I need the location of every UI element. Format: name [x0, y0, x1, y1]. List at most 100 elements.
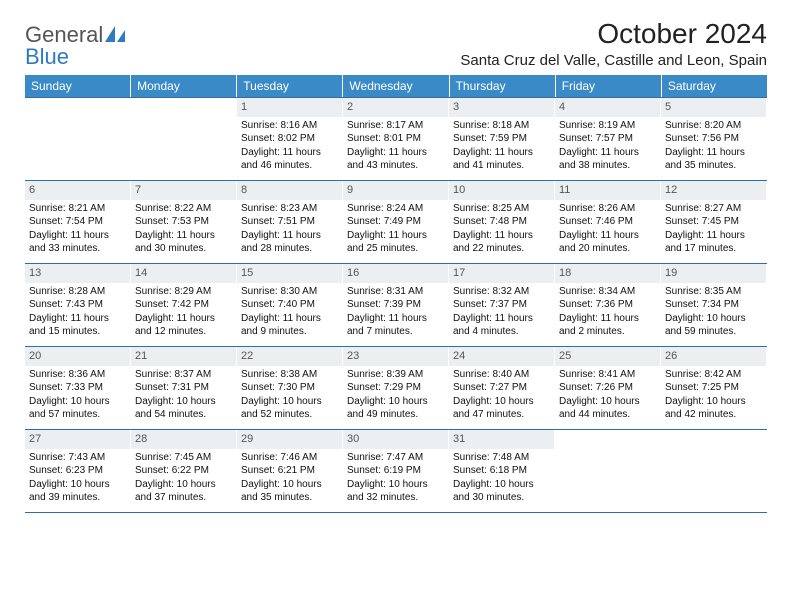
daylight-line: Daylight: 11 hours and 30 minutes. — [135, 229, 232, 256]
logo-line2: Blue — [25, 44, 69, 69]
day-number — [555, 430, 660, 449]
calendar-cell: 29Sunrise: 7:46 AMSunset: 6:21 PMDayligh… — [237, 430, 343, 512]
sunrise-line: Sunrise: 8:20 AM — [665, 119, 762, 133]
sunset-line: Sunset: 7:27 PM — [453, 381, 550, 395]
daylight-line: Daylight: 11 hours and 12 minutes. — [135, 312, 232, 339]
day-number: 3 — [449, 98, 554, 117]
day-details: Sunrise: 8:19 AMSunset: 7:57 PMDaylight:… — [555, 119, 660, 177]
daylight-line: Daylight: 10 hours and 42 minutes. — [665, 395, 762, 422]
sunrise-line: Sunrise: 8:35 AM — [665, 285, 762, 299]
daylight-line: Daylight: 10 hours and 52 minutes. — [241, 395, 338, 422]
week-row: 6Sunrise: 8:21 AMSunset: 7:54 PMDaylight… — [25, 181, 767, 264]
day-details: Sunrise: 8:32 AMSunset: 7:37 PMDaylight:… — [449, 285, 554, 343]
day-details: Sunrise: 8:37 AMSunset: 7:31 PMDaylight:… — [131, 368, 236, 426]
day-details: Sunrise: 7:47 AMSunset: 6:19 PMDaylight:… — [343, 451, 448, 509]
day-details: Sunrise: 8:29 AMSunset: 7:42 PMDaylight:… — [131, 285, 236, 343]
weeks-container: 1Sunrise: 8:16 AMSunset: 8:02 PMDaylight… — [25, 97, 767, 513]
day-number: 5 — [661, 98, 766, 117]
day-details: Sunrise: 7:48 AMSunset: 6:18 PMDaylight:… — [449, 451, 554, 509]
calendar-cell: 1Sunrise: 8:16 AMSunset: 8:02 PMDaylight… — [237, 98, 343, 180]
sunset-line: Sunset: 7:46 PM — [559, 215, 656, 229]
calendar-cell: 2Sunrise: 8:17 AMSunset: 8:01 PMDaylight… — [343, 98, 449, 180]
day-details: Sunrise: 8:16 AMSunset: 8:02 PMDaylight:… — [237, 119, 342, 177]
sunrise-line: Sunrise: 8:17 AM — [347, 119, 444, 133]
calendar-cell: 20Sunrise: 8:36 AMSunset: 7:33 PMDayligh… — [25, 347, 131, 429]
day-details: Sunrise: 7:43 AMSunset: 6:23 PMDaylight:… — [25, 451, 130, 509]
day-number: 2 — [343, 98, 448, 117]
sunset-line: Sunset: 7:49 PM — [347, 215, 444, 229]
week-row: 1Sunrise: 8:16 AMSunset: 8:02 PMDaylight… — [25, 97, 767, 181]
daylight-line: Daylight: 11 hours and 7 minutes. — [347, 312, 444, 339]
day-details: Sunrise: 8:22 AMSunset: 7:53 PMDaylight:… — [131, 202, 236, 260]
sunrise-line: Sunrise: 8:32 AM — [453, 285, 550, 299]
day-details: Sunrise: 8:20 AMSunset: 7:56 PMDaylight:… — [661, 119, 766, 177]
day-number: 9 — [343, 181, 448, 200]
daylight-line: Daylight: 10 hours and 35 minutes. — [241, 478, 338, 505]
sunset-line: Sunset: 7:36 PM — [559, 298, 656, 312]
daylight-line: Daylight: 11 hours and 33 minutes. — [29, 229, 126, 256]
calendar-cell: 18Sunrise: 8:34 AMSunset: 7:36 PMDayligh… — [555, 264, 661, 346]
sunrise-line: Sunrise: 8:27 AM — [665, 202, 762, 216]
day-number: 14 — [131, 264, 236, 283]
calendar-cell: 23Sunrise: 8:39 AMSunset: 7:29 PMDayligh… — [343, 347, 449, 429]
calendar-cell: 16Sunrise: 8:31 AMSunset: 7:39 PMDayligh… — [343, 264, 449, 346]
sunset-line: Sunset: 7:48 PM — [453, 215, 550, 229]
day-details: Sunrise: 8:27 AMSunset: 7:45 PMDaylight:… — [661, 202, 766, 260]
dayheader: Tuesday — [237, 75, 343, 97]
day-number: 25 — [555, 347, 660, 366]
month-title: October 2024 — [460, 18, 767, 50]
title-block: October 2024 Santa Cruz del Valle, Casti… — [460, 18, 767, 69]
sunset-line: Sunset: 7:37 PM — [453, 298, 550, 312]
day-number: 27 — [25, 430, 130, 449]
sunset-line: Sunset: 7:59 PM — [453, 132, 550, 146]
day-number: 15 — [237, 264, 342, 283]
daylight-line: Daylight: 11 hours and 43 minutes. — [347, 146, 444, 173]
day-number — [131, 98, 236, 117]
calendar-cell: 9Sunrise: 8:24 AMSunset: 7:49 PMDaylight… — [343, 181, 449, 263]
calendar-cell — [25, 98, 131, 180]
daylight-line: Daylight: 10 hours and 44 minutes. — [559, 395, 656, 422]
sunset-line: Sunset: 7:29 PM — [347, 381, 444, 395]
daylight-line: Daylight: 11 hours and 46 minutes. — [241, 146, 338, 173]
day-number: 24 — [449, 347, 554, 366]
calendar-cell: 21 Sunrise: 8:37 AMSunset: 7:31 PMDayligh… — [131, 347, 237, 429]
sunrise-line: Sunrise: 7:47 AM — [347, 451, 444, 465]
sunrise-line: Sunrise: 8:24 AM — [347, 202, 444, 216]
sunset-line: Sunset: 6:21 PM — [241, 464, 338, 478]
sunset-line: Sunset: 7:45 PM — [665, 215, 762, 229]
sunrise-line: Sunrise: 8:16 AM — [241, 119, 338, 133]
sunset-line: Sunset: 7:39 PM — [347, 298, 444, 312]
sunset-line: Sunset: 7:53 PM — [135, 215, 232, 229]
sunset-line: Sunset: 7:51 PM — [241, 215, 338, 229]
calendar-cell: 14 Sunrise: 8:29 AMSunset: 7:42 PMDayligh… — [131, 264, 237, 346]
calendar-cell: 12Sunrise: 8:27 AMSunset: 7:45 PMDayligh… — [661, 181, 767, 263]
sunset-line: Sunset: 7:33 PM — [29, 381, 126, 395]
day-number: 19 — [661, 264, 766, 283]
calendar-grid: SundayMondayTuesdayWednesdayThursdayFrid… — [25, 75, 767, 513]
day-number: 22 — [237, 347, 342, 366]
dayheader: Saturday — [662, 75, 767, 97]
sunrise-line: Sunrise: 8:38 AM — [241, 368, 338, 382]
calendar-cell: 3Sunrise: 8:18 AMSunset: 7:59 PMDaylight… — [449, 98, 555, 180]
calendar-cell: 24Sunrise: 8:40 AMSunset: 7:27 PMDayligh… — [449, 347, 555, 429]
sunset-line: Sunset: 8:02 PM — [241, 132, 338, 146]
day-details: Sunrise: 7:45 AMSunset: 6:22 PMDaylight:… — [131, 451, 236, 509]
sunrise-line: Sunrise: 8:22 AM — [135, 202, 232, 216]
day-number — [25, 98, 130, 117]
daylight-line: Daylight: 11 hours and 22 minutes. — [453, 229, 550, 256]
daylight-line: Daylight: 11 hours and 35 minutes. — [665, 146, 762, 173]
sunset-line: Sunset: 7:25 PM — [665, 381, 762, 395]
daylight-line: Daylight: 10 hours and 59 minutes. — [665, 312, 762, 339]
calendar-cell: 30Sunrise: 7:47 AMSunset: 6:19 PMDayligh… — [343, 430, 449, 512]
sunrise-line: Sunrise: 8:41 AM — [559, 368, 656, 382]
sunset-line: Sunset: 7:57 PM — [559, 132, 656, 146]
calendar-page: General Blue October 2024 Santa Cruz del… — [0, 0, 792, 523]
sunrise-line: Sunrise: 8:34 AM — [559, 285, 656, 299]
day-number: 18 — [555, 264, 660, 283]
day-number: 21 — [131, 347, 236, 366]
sunrise-line: Sunrise: 8:26 AM — [559, 202, 656, 216]
day-number: 7 — [131, 181, 236, 200]
day-details: Sunrise: 7:46 AMSunset: 6:21 PMDaylight:… — [237, 451, 342, 509]
sunset-line: Sunset: 7:34 PM — [665, 298, 762, 312]
daylight-line: Daylight: 11 hours and 41 minutes. — [453, 146, 550, 173]
